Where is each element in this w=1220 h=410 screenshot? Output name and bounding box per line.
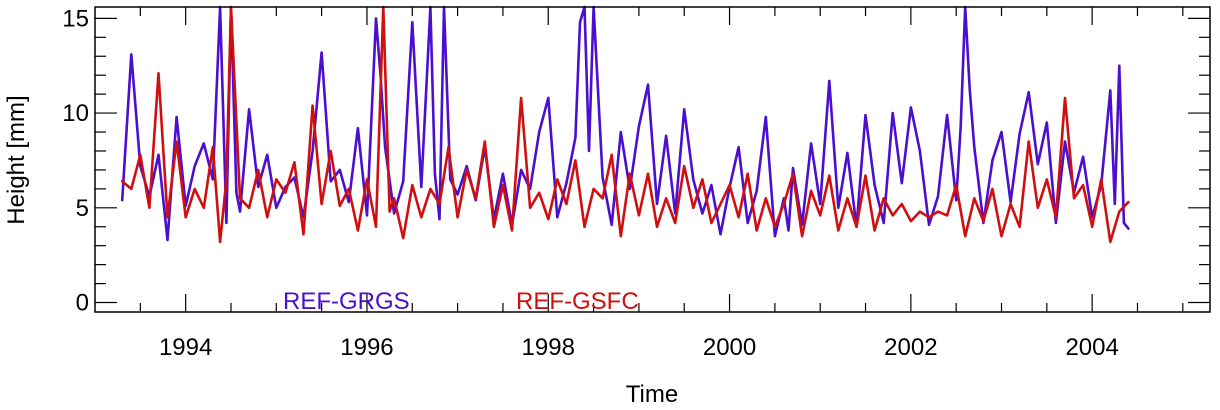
x-tick-label: 1996 [340, 334, 393, 361]
x-tick-label: 1994 [159, 334, 212, 361]
x-tick-label: 2000 [703, 334, 756, 361]
x-tick-label: 2002 [884, 334, 937, 361]
legend-label-ref-gsfc: REF-GSFC [516, 288, 639, 315]
series-line-ref-gsfc [120, 5, 1130, 244]
x-tick-label: 1998 [522, 334, 575, 361]
y-tick-label: 5 [76, 195, 89, 222]
y-axis-title: Height [mm] [3, 95, 30, 224]
legend-label-ref-grgs: REF-GRGS [283, 288, 410, 315]
plot-frame [94, 6, 1211, 313]
x-axis-title: Time [626, 381, 678, 408]
y-tick-label: 0 [76, 290, 89, 317]
x-tick-label: 2004 [1065, 334, 1118, 361]
tick-labels: 0 5 10 15 1994 1996 1998 2000 2002 2004 [62, 5, 1119, 361]
y-tick-label: 15 [62, 5, 89, 32]
axis-ticks [95, 7, 1210, 312]
series-layer [120, 5, 1130, 244]
y-tick-label: 10 [62, 100, 89, 127]
series-line-ref-grgs [120, 5, 1130, 242]
legend: REF-GRGS REF-GSFC [283, 288, 639, 315]
